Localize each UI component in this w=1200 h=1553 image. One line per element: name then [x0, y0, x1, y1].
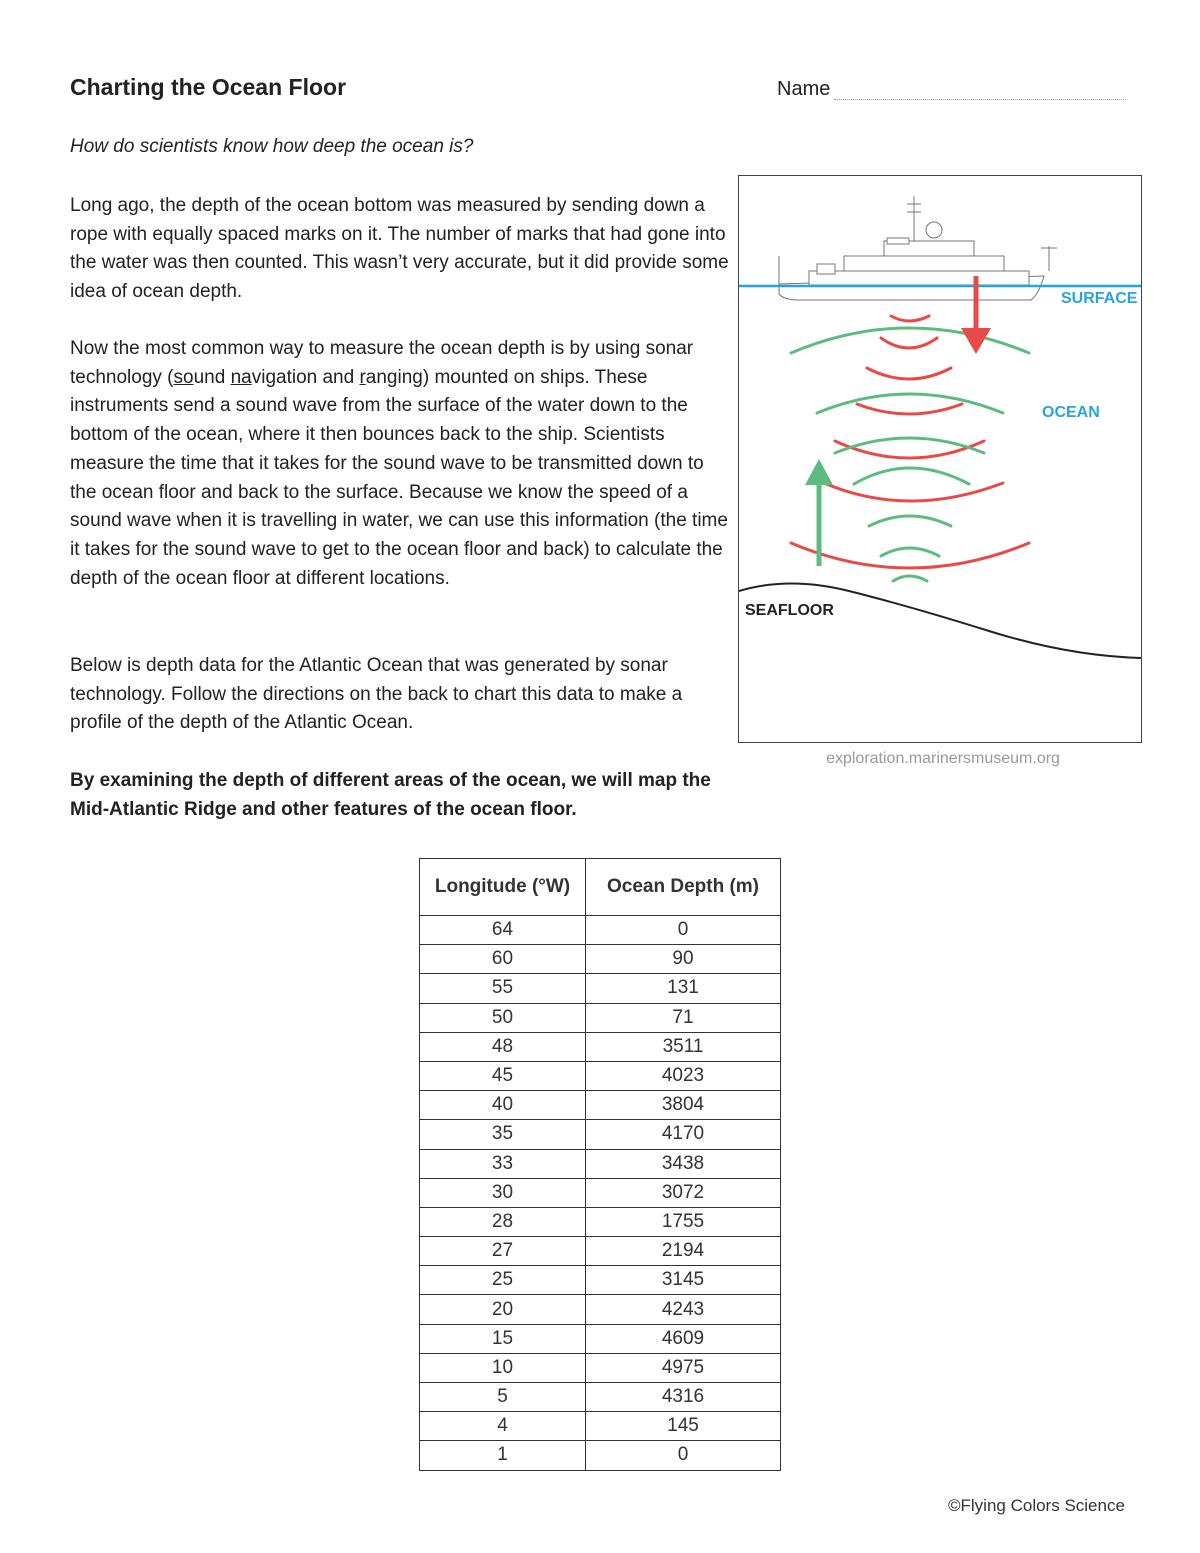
table-row: 30 3072 [419, 1177, 781, 1208]
depth-data-table: Longitude (°W) Ocean Depth (m) 64 0 60 90 55… [419, 858, 781, 1471]
table-row: 45 4023 [419, 1060, 781, 1092]
longitude-cell: 15 [419, 1323, 586, 1354]
copyright: ©Flying Colors Science [948, 1496, 1125, 1515]
longitude-cell: 33 [419, 1148, 586, 1179]
table-row: 33 3438 [419, 1148, 781, 1179]
page-title: Charting the Ocean Floor [70, 74, 347, 100]
longitude-cell: 28 [419, 1206, 586, 1238]
depth-cell: 3804 [585, 1090, 781, 1121]
table-row: 20 4243 [419, 1294, 781, 1325]
surface-label: SURFACE [1061, 290, 1138, 307]
longitude-cell: 45 [419, 1060, 586, 1092]
depth-cell: 4609 [585, 1323, 781, 1354]
table-row: 27 2194 [419, 1236, 781, 1267]
image-credit: exploration.marinersmuseum.org [826, 750, 1060, 767]
depth-cell: 4316 [585, 1381, 781, 1413]
table-row: 64 0 [419, 914, 781, 946]
depth-cell: 71 [585, 1002, 781, 1033]
depth-cell: 131 [585, 973, 781, 1004]
longitude-cell: 50 [419, 1002, 586, 1033]
table-row: 35 4170 [419, 1119, 781, 1150]
table-row: 55 131 [419, 973, 781, 1004]
name-field[interactable] [834, 99, 1126, 100]
ship-icon [778, 196, 1057, 301]
paragraph-sonar: Now the most common way to measure the o… [70, 338, 728, 589]
table-row: 48 3511 [419, 1031, 781, 1062]
depth-cell: 3072 [585, 1177, 781, 1208]
paragraph-history: Long ago, the depth of the ocean bottom … [70, 195, 729, 303]
depth-cell: 145 [585, 1411, 781, 1442]
longitude-cell: 55 [419, 973, 586, 1004]
table-row: 40 3804 [419, 1090, 781, 1121]
longitude-cell: 64 [419, 914, 586, 946]
longitude-cell: 27 [419, 1236, 586, 1267]
table-row: 10 4975 [419, 1352, 781, 1384]
name-label: Name [777, 78, 831, 100]
longitude-cell: 30 [419, 1177, 586, 1208]
table-row: 5 4316 [419, 1381, 781, 1413]
down-arrow-icon [961, 276, 991, 354]
longitude-cell: 4 [419, 1411, 586, 1442]
depth-cell: 90 [585, 944, 781, 975]
depth-cell: 4170 [585, 1119, 781, 1150]
table-row: 50 71 [419, 1002, 781, 1033]
column-header-longitude: Longitude (°W) [419, 858, 586, 916]
table-row: 28 1755 [419, 1206, 781, 1238]
longitude-cell: 1 [419, 1440, 586, 1471]
longitude-cell: 10 [419, 1352, 586, 1384]
up-arrow-icon [805, 459, 833, 566]
depth-cell: 2194 [585, 1236, 781, 1267]
depth-cell: 4975 [585, 1352, 781, 1384]
longitude-cell: 5 [419, 1381, 586, 1413]
longitude-cell: 60 [419, 944, 586, 975]
sonar-diagram: SURFACE OCEAN SEAFLOOR [738, 175, 1142, 743]
depth-cell: 3511 [585, 1031, 781, 1062]
question: How do scientists know how deep the ocea… [70, 136, 474, 157]
depth-cell: 3145 [585, 1265, 781, 1296]
depth-cell: 0 [585, 914, 781, 946]
longitude-cell: 48 [419, 1031, 586, 1062]
table-row: 4 145 [419, 1411, 781, 1442]
longitude-cell: 40 [419, 1090, 586, 1121]
paragraph-goal: By examining the depth of different area… [70, 770, 711, 820]
ocean-label: OCEAN [1042, 404, 1100, 421]
longitude-cell: 25 [419, 1265, 586, 1296]
depth-cell: 4023 [585, 1060, 781, 1092]
depth-cell: 3438 [585, 1148, 781, 1179]
table-row: 15 4609 [419, 1323, 781, 1354]
longitude-cell: 20 [419, 1294, 586, 1325]
longitude-cell: 35 [419, 1119, 586, 1150]
table-row: 25 3145 [419, 1265, 781, 1296]
paragraph-data-intro: Below is depth data for the Atlantic Oce… [70, 655, 683, 734]
table-row: 60 90 [419, 944, 781, 975]
depth-cell: 0 [585, 1440, 781, 1471]
depth-cell: 1755 [585, 1206, 781, 1238]
seafloor-line [738, 582, 1142, 659]
column-header-depth: Ocean Depth (m) [585, 858, 781, 916]
depth-cell: 4243 [585, 1294, 781, 1325]
seafloor-label: SEAFLOOR [745, 602, 834, 619]
